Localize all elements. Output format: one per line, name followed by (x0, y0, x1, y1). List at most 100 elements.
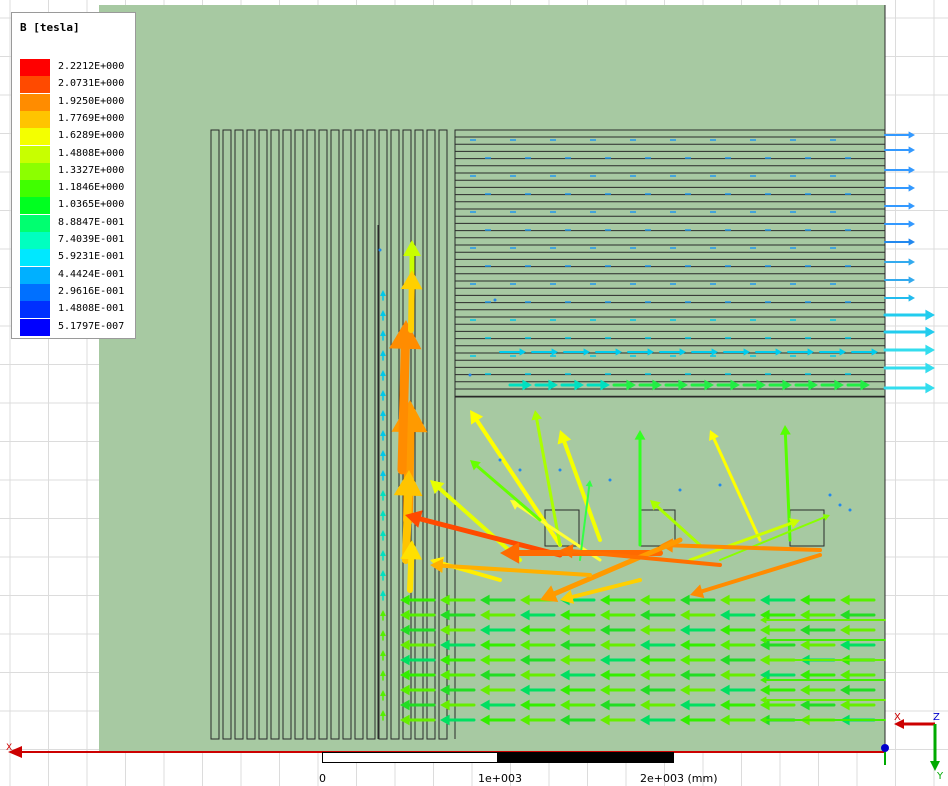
field-vector (380, 530, 386, 541)
field-vector (480, 609, 516, 621)
legend-value: 1.9250E+000 (58, 95, 125, 107)
field-vector (400, 699, 436, 711)
field-vector (884, 184, 915, 192)
field-vector (787, 348, 814, 356)
field-vector (640, 669, 676, 681)
field-vector (480, 654, 516, 666)
field-vector (600, 654, 636, 666)
field-vector (800, 624, 836, 636)
field-vector (612, 379, 636, 391)
field-vector (884, 276, 915, 284)
field-vector (659, 348, 686, 356)
field-vector (884, 238, 915, 246)
field-vector (800, 669, 836, 681)
field-vector (520, 669, 556, 681)
field-vector (819, 348, 846, 356)
global-x-axis-label: X (6, 743, 12, 753)
legend-value: 1.6289E+000 (58, 130, 125, 142)
field-vector (800, 594, 836, 606)
legend-swatch (20, 162, 50, 180)
winding-plate (330, 129, 340, 740)
field-vector (440, 639, 476, 651)
field-vector (640, 609, 676, 621)
field-vector (760, 656, 886, 664)
field-vector (400, 594, 436, 606)
field-vector (480, 639, 516, 651)
field-vector (840, 624, 876, 636)
winding-plate (234, 129, 244, 740)
field-vector (680, 654, 716, 666)
winding-plate (438, 129, 448, 740)
legend-row: 1.4808E+000 (20, 145, 135, 163)
field-vector (520, 699, 556, 711)
field-vector (723, 348, 750, 356)
field-vector (884, 220, 915, 228)
field-vector (586, 379, 610, 391)
field-vector (680, 594, 716, 606)
field-vector (640, 714, 676, 726)
legend-value: 2.2212E+000 (58, 61, 125, 72)
field-vector (688, 518, 800, 562)
legend-swatch (20, 128, 50, 146)
field-vector (760, 669, 796, 681)
scale-bar-segment-black (497, 752, 674, 763)
field-vector (720, 594, 756, 606)
legend-row: 2.0731E+000 (20, 76, 135, 94)
field-vector (540, 537, 683, 602)
field-legend[interactable]: B [tesla] 2.2212E+000 2.0731E+000 1.9250E+… (11, 12, 136, 339)
legend-row: 1.1846E+000 (20, 180, 135, 198)
field-vector (600, 684, 636, 696)
field-vector (800, 609, 836, 621)
field-vector (400, 540, 423, 593)
field-vector (691, 348, 718, 356)
field-vector (430, 558, 592, 577)
field-vector (760, 716, 886, 724)
field-vector (400, 669, 436, 681)
field-vector (634, 430, 646, 547)
field-vector (560, 714, 596, 726)
field-vector (520, 654, 556, 666)
field-vector (480, 684, 516, 696)
field-vector (480, 669, 516, 681)
field-vector (883, 326, 935, 338)
field-vector (627, 348, 654, 356)
field-vector (440, 714, 476, 726)
field-vector (380, 630, 386, 641)
field-vector (563, 348, 590, 356)
field-vector (720, 609, 756, 621)
field-vector (380, 490, 386, 501)
field-vector (380, 470, 386, 481)
field-vector (600, 669, 636, 681)
triad-z-label: Z (933, 712, 940, 723)
legend-row: 1.3327E+000 (20, 162, 135, 180)
winding-plate (354, 129, 364, 740)
field-vector (440, 609, 476, 621)
field-vector (640, 639, 676, 651)
legend-value: 1.3327E+000 (58, 164, 125, 176)
legend-row: 1.9250E+000 (20, 93, 135, 111)
legend-swatch (20, 301, 50, 319)
field-vector (557, 430, 602, 542)
field-vector (380, 390, 386, 401)
field-vector (760, 639, 796, 651)
field-vector (884, 166, 915, 174)
field-vector (560, 639, 596, 651)
field-vector (380, 370, 386, 381)
field-vector (680, 699, 716, 711)
field-vector (380, 350, 386, 361)
legend-swatch (20, 93, 50, 111)
legend-value: 2.0731E+000 (58, 78, 125, 90)
field-vector (440, 624, 476, 636)
legend-value: 2.9616E-001 (58, 285, 125, 297)
scale-bar-label-1000: 1e+003 (478, 772, 522, 785)
field-vector (520, 639, 556, 651)
field-vector (389, 320, 422, 475)
winding-plate (246, 129, 256, 740)
triad-x-label: X (894, 712, 901, 723)
field-vector (560, 379, 584, 391)
field-vector (380, 450, 386, 461)
field-vector (560, 609, 596, 621)
legend-row: 1.7769E+000 (20, 110, 135, 128)
